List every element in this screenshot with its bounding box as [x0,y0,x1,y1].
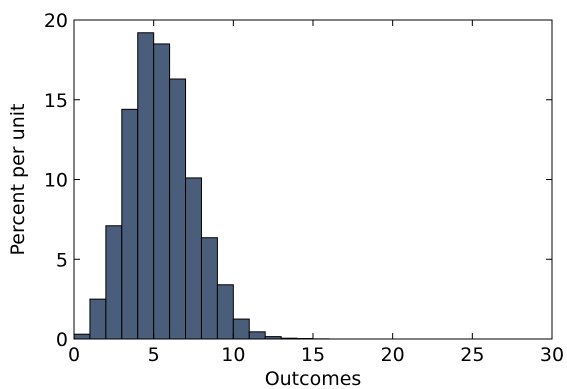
y-tick-label: 20 [44,10,68,32]
histogram-bar [200,237,218,340]
x-tick-label: 30 [540,344,564,366]
histogram-bar [105,225,123,340]
histogram-bar [153,43,171,340]
x-tick-label: 10 [221,344,245,366]
histogram-bar [248,331,266,340]
histogram-bar [73,333,91,340]
x-axis-label: Outcomes [265,368,362,389]
x-tick-label: 15 [301,344,325,366]
bars-group [73,32,330,340]
plot-frame [73,19,553,340]
x-axis-ticks: 0 5 10 15 20 25 30 [68,20,564,366]
x-tick-label: 20 [381,344,405,366]
x-tick-label: 5 [148,344,160,366]
histogram-bar [137,32,155,340]
y-tick-label: 10 [44,170,68,192]
histogram-bar [121,108,139,340]
y-tick-label: 5 [56,249,68,271]
x-tick-label: 0 [68,344,80,366]
histogram-bar [89,298,107,340]
histogram-bar [185,177,202,340]
histogram-bar [216,284,234,340]
histogram-bar [232,318,250,340]
y-tick-label: 15 [44,90,68,112]
y-tick-label: 0 [56,329,68,351]
y-axis-label: Percent per unit [7,104,29,256]
y-axis-ticks: 0 5 10 15 20 [44,10,552,351]
x-tick-label: 25 [460,344,484,366]
histogram-bar [169,78,187,340]
